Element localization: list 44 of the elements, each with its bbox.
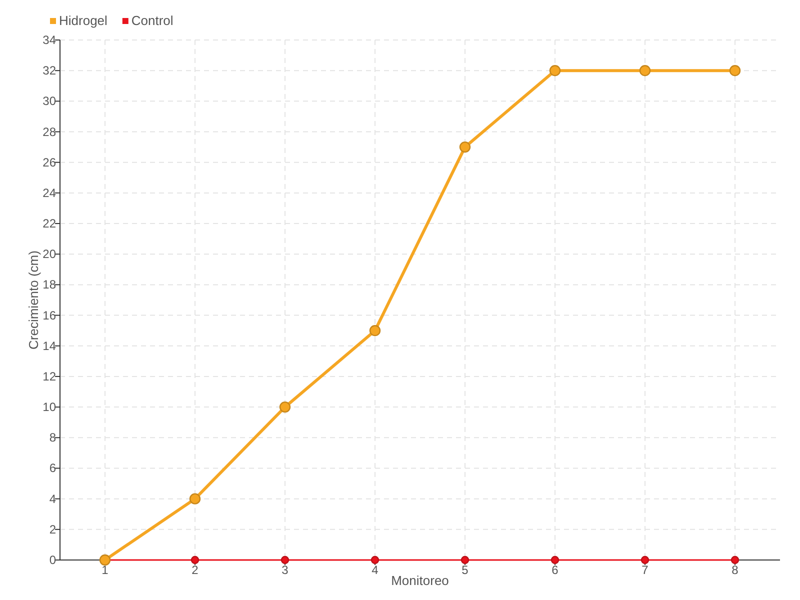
y-tick-label: 10 xyxy=(42,400,56,414)
point xyxy=(189,493,201,504)
y-tick-label: 6 xyxy=(49,461,56,476)
y-tick-label: 26 xyxy=(42,155,56,170)
x-axis-title: Monitoreo xyxy=(391,573,449,588)
point xyxy=(370,556,380,564)
y-tick-label: 30 xyxy=(42,94,56,108)
y-tick-label: 0 xyxy=(49,553,56,567)
x-tick-label: 2 xyxy=(192,563,199,577)
point xyxy=(369,324,381,336)
point xyxy=(640,556,650,564)
point xyxy=(549,64,561,76)
point xyxy=(639,64,651,76)
point xyxy=(550,556,560,564)
y-tick-label: 4 xyxy=(49,492,56,506)
point xyxy=(729,64,741,76)
point xyxy=(730,556,740,564)
y-tick-label: 18 xyxy=(42,278,56,292)
point xyxy=(460,556,470,564)
y-tick-label: 28 xyxy=(42,124,56,139)
y-tick-label: 22 xyxy=(42,216,56,231)
point xyxy=(280,556,290,564)
point xyxy=(190,556,200,564)
x-tick-label: 6 xyxy=(552,563,559,577)
x-tick-label: 5 xyxy=(462,563,469,577)
x-tick-label: 8 xyxy=(732,563,739,577)
y-tick-label: 2 xyxy=(49,522,56,536)
x-tick-label: 7 xyxy=(642,563,649,577)
y-tick-label: 14 xyxy=(42,338,56,353)
x-tick-label: 4 xyxy=(372,563,379,577)
y-tick-label: 32 xyxy=(42,64,56,78)
legend-label: Control xyxy=(131,13,174,28)
x-tick-label: 1 xyxy=(102,563,109,577)
y-tick-label: 16 xyxy=(42,308,56,322)
y-tick-label: 8 xyxy=(49,430,56,445)
legend-label: Hidrogel xyxy=(59,13,108,28)
y-tick-label: 12 xyxy=(42,369,56,384)
x-tick-label: 3 xyxy=(282,563,289,577)
y-tick-label: 34 xyxy=(42,33,56,47)
y-tick-label: 24 xyxy=(42,186,56,200)
y-tick-label: 20 xyxy=(42,247,56,262)
y-axis-title: Crecimiento (cm) xyxy=(26,250,41,350)
point xyxy=(279,401,291,413)
point xyxy=(459,141,471,153)
